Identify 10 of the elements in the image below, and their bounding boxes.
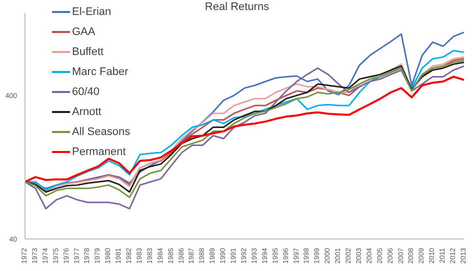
legend-label: Permanent xyxy=(72,146,126,158)
legend-label: El-Erian xyxy=(72,6,112,18)
legend-label: All Seasons xyxy=(72,126,130,138)
line-series xyxy=(25,76,464,183)
legend-label: Buffett xyxy=(72,46,104,58)
legend-label: 60/40 xyxy=(72,86,100,98)
legend-label: Marc Faber xyxy=(72,66,128,78)
chart-title: Real Returns xyxy=(204,1,270,13)
legend-label: GAA xyxy=(72,26,96,38)
legend-label: Arnott xyxy=(72,106,102,118)
